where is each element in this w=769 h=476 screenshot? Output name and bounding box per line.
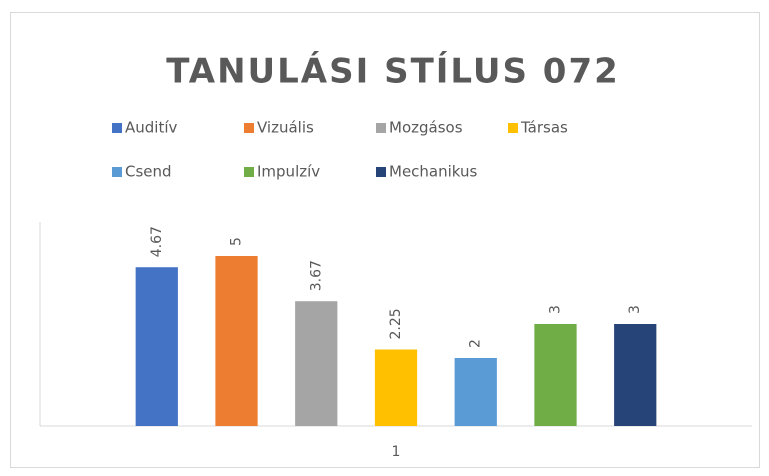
bar xyxy=(295,301,338,426)
data-label: 5 xyxy=(229,237,245,246)
data-label: 2 xyxy=(468,339,484,348)
legend-label: Auditív xyxy=(125,119,178,137)
legend-swatch xyxy=(244,167,254,177)
data-label: 4.67 xyxy=(149,226,165,257)
legend-label: Impulzív xyxy=(257,163,320,181)
data-label: 2.25 xyxy=(388,308,404,339)
bar xyxy=(215,256,258,426)
x-tick-label: 1 xyxy=(392,444,401,460)
legend-swatch xyxy=(112,123,122,133)
chart-title: TANULÁSI STÍLUS 072 xyxy=(166,51,620,92)
data-label: 3 xyxy=(627,305,643,314)
legend-swatch xyxy=(376,123,386,133)
legend-label: Mozgásos xyxy=(389,119,463,137)
bar xyxy=(374,349,418,426)
bar xyxy=(534,324,577,426)
legend-label: Csend xyxy=(125,163,172,181)
legend-swatch xyxy=(112,167,122,177)
legend-label: Mechanikus xyxy=(389,163,478,181)
bar xyxy=(135,267,178,426)
legend-swatch xyxy=(376,167,386,177)
legend-swatch xyxy=(244,123,254,133)
data-label: 3.67 xyxy=(308,260,324,291)
legend-label: Társas xyxy=(520,119,568,137)
data-label: 3 xyxy=(547,305,563,314)
bar xyxy=(614,324,657,426)
legend-label: Vizuális xyxy=(257,119,314,137)
bar xyxy=(454,358,497,426)
legend-swatch xyxy=(508,123,518,133)
